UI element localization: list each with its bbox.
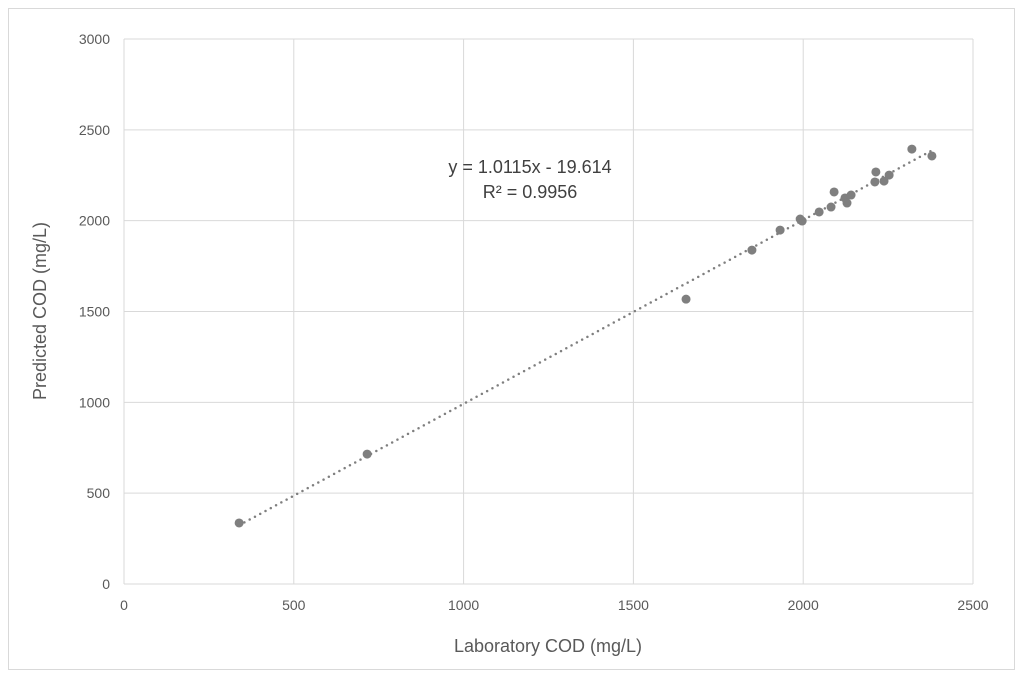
data-point bbox=[775, 225, 785, 235]
data-point bbox=[927, 151, 937, 161]
chart-frame bbox=[8, 8, 1015, 670]
y-tick-label: 500 bbox=[87, 485, 111, 501]
data-point bbox=[871, 167, 881, 177]
data-point bbox=[826, 202, 836, 212]
x-tick-label: 0 bbox=[120, 597, 128, 613]
x-axis-label: Laboratory COD (mg/L) bbox=[454, 636, 642, 656]
data-point bbox=[362, 449, 372, 459]
x-tick-label: 1500 bbox=[618, 597, 649, 613]
x-tick-label: 2500 bbox=[957, 597, 988, 613]
data-point bbox=[884, 170, 894, 180]
x-tick-label: 1000 bbox=[448, 597, 479, 613]
trendline-r2: R² = 0.9956 bbox=[483, 182, 578, 202]
gridlines bbox=[123, 38, 974, 585]
y-tick-label: 1000 bbox=[79, 394, 110, 410]
x-tick-label: 2000 bbox=[788, 597, 819, 613]
data-point bbox=[747, 245, 757, 255]
data-point bbox=[846, 190, 856, 200]
y-tick-label: 1500 bbox=[79, 304, 110, 320]
y-tick-label: 2000 bbox=[79, 213, 110, 229]
data-point bbox=[829, 187, 839, 197]
trendline-equation: y = 1.0115x - 19.614 bbox=[448, 157, 611, 177]
data-point bbox=[814, 207, 824, 217]
y-tick-label: 3000 bbox=[79, 31, 110, 47]
trendline bbox=[237, 149, 934, 527]
data-point bbox=[907, 144, 917, 154]
trendline-line bbox=[237, 149, 934, 527]
data-point bbox=[879, 176, 889, 186]
x-tick-label: 500 bbox=[282, 597, 306, 613]
y-tick-label: 2500 bbox=[79, 122, 110, 138]
tick-labels: 0 500 1000 1500 2000 2500 0 500 1000 1500 2000 2500… bbox=[79, 31, 989, 613]
data-points bbox=[234, 144, 937, 528]
data-point bbox=[681, 294, 691, 304]
data-point bbox=[797, 216, 807, 226]
y-tick-label: 0 bbox=[102, 576, 110, 592]
data-point bbox=[234, 518, 244, 528]
y-axis-label: Predicted COD (mg/L) bbox=[30, 222, 50, 400]
data-point bbox=[870, 177, 880, 187]
data-point bbox=[842, 198, 852, 208]
